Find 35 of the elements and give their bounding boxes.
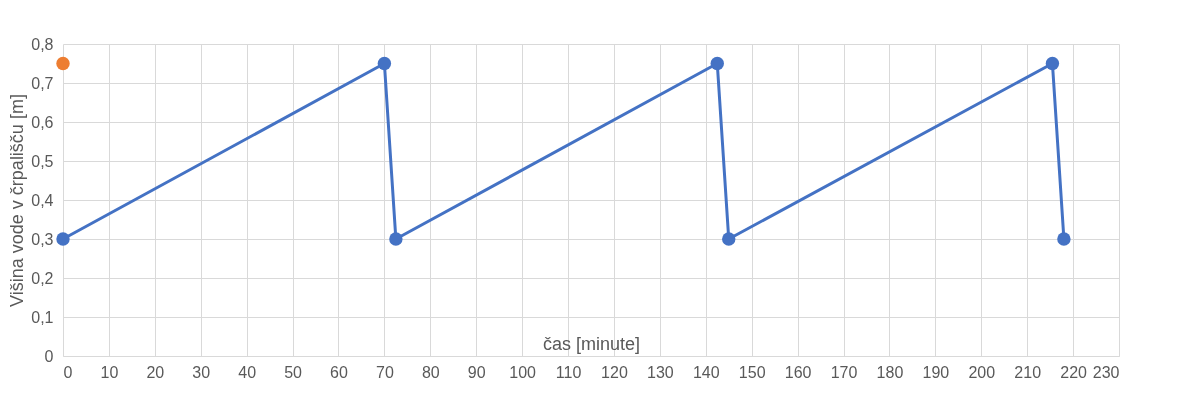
y-tick-label: 0,5 [31, 152, 54, 170]
x-tick-label: 140 [692, 363, 720, 381]
x-tick-label: 170 [830, 363, 858, 381]
y-tick-label: 0,8 [31, 35, 54, 53]
x-tick-label: 40 [238, 363, 257, 381]
y-tick-label: 0,6 [31, 113, 54, 131]
x-tick-label: 150 [738, 363, 766, 381]
x-tick-label: 160 [784, 363, 812, 381]
x-tick-label: 100 [509, 363, 537, 381]
x-tick-label: 60 [330, 363, 348, 381]
y-axis-title: Višina vode v črpališču [m] [7, 94, 28, 307]
y-tick-label: 0,4 [31, 191, 54, 209]
x-tick-label: 90 [467, 363, 486, 381]
x-axis-title: čas [minute] [542, 333, 641, 354]
x-tick-label: 10 [100, 363, 119, 381]
y-tick-label: 0,3 [31, 230, 54, 248]
x-tick-label: 0 [63, 363, 73, 381]
x-tick-label: 210 [1014, 363, 1042, 381]
y-tick-label: 0 [44, 347, 54, 365]
x-tick-label: 200 [968, 363, 996, 381]
x-tick-label: 80 [421, 363, 440, 381]
x-tick-label: 50 [284, 363, 303, 381]
x-tick-label: 70 [375, 363, 394, 381]
y-tick-label: 0,7 [31, 74, 54, 92]
x-tick-label: 180 [876, 363, 904, 381]
x-tick-label: 130 [647, 363, 674, 381]
x-tick-label: 30 [192, 363, 211, 381]
x-tick-label: 230 [1092, 363, 1120, 381]
y-tick-label: 0,1 [31, 308, 54, 326]
x-tick-label: 190 [922, 363, 950, 381]
x-tick-label: 120 [601, 363, 628, 381]
y-tick-label: 0,2 [31, 269, 54, 287]
x-tick-label: 220 [1060, 363, 1088, 381]
x-tick-label: 20 [146, 363, 165, 381]
x-tick-label: 110 [555, 363, 582, 381]
